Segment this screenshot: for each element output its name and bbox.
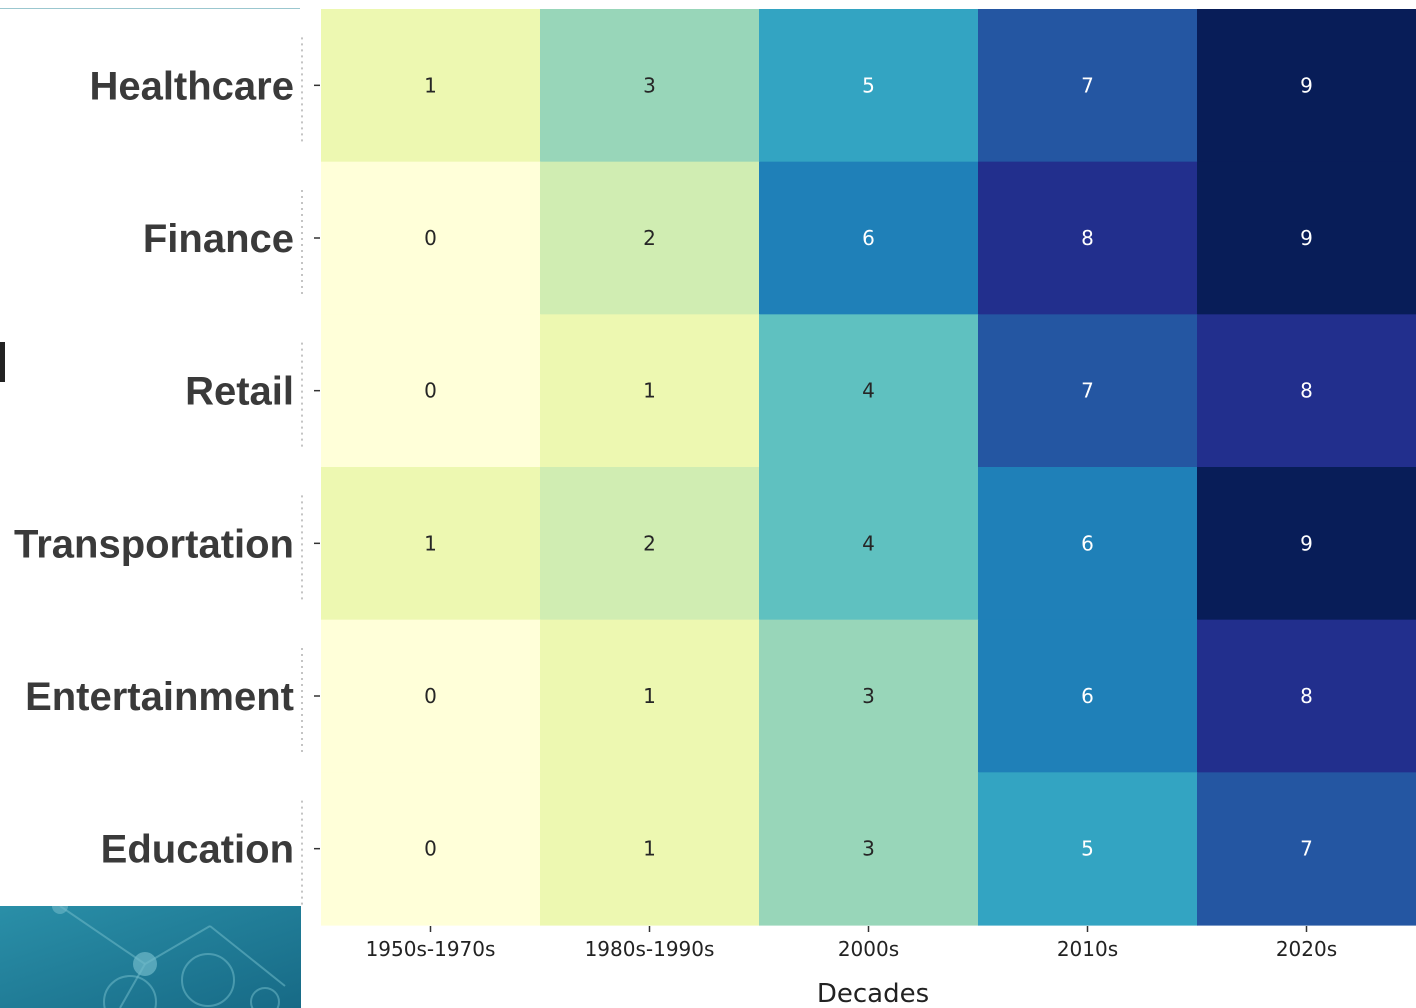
heatmap-cell: [540, 9, 760, 163]
heatmap-cell: [321, 467, 541, 621]
heatmap-cells: 1 3 5 7 9 0 2 6 8 9 0 1 4 7 8 1 2 4 6 9 0 1 3 6 8 0 1 3 5 7: [321, 9, 1416, 926]
cell-value-label: 6: [1081, 531, 1094, 555]
heatmap-cell: [759, 314, 979, 468]
cell-value-label: 6: [1081, 684, 1094, 708]
heatmap-cell: [759, 467, 979, 621]
x-axis-labels: 1950s-1970s 1980s-1990s 2000s 2010s 2020s: [366, 926, 1337, 961]
heatmap-cell: [321, 161, 541, 315]
cell-value-label: 9: [1300, 531, 1313, 555]
heatmap-cell: [1197, 9, 1416, 163]
x-tick-label: 2000s: [838, 937, 899, 961]
heatmap-cell: [759, 772, 979, 926]
y-tick-label: Retail: [185, 370, 294, 414]
x-tick-label: 1980s-1990s: [585, 937, 715, 961]
cell-value-label: 0: [424, 226, 437, 250]
network-graphic-icon: [0, 906, 301, 1008]
heatmap-cell: [759, 619, 979, 773]
y-tick-label: Education: [101, 828, 294, 872]
y-tick-label: Healthcare: [89, 64, 294, 108]
cell-value-label: 8: [1300, 684, 1313, 708]
cell-value-label: 4: [862, 379, 875, 403]
cell-value-label: 2: [643, 531, 656, 555]
left-edge-marker: [0, 342, 5, 382]
cell-value-label: 1: [643, 837, 656, 861]
cell-value-label: 8: [1081, 226, 1094, 250]
cell-value-label: 2: [643, 226, 656, 250]
heatmap-cell: [540, 314, 760, 468]
heatmap-cell: [759, 9, 979, 163]
heatmap-cell: [321, 772, 541, 926]
cell-value-label: 7: [1081, 73, 1094, 97]
y-tick-label: Transportation: [14, 522, 294, 566]
y-axis-labels: Healthcare Finance Retail Transportation Ent…: [14, 37, 320, 907]
heatmap-cell: [540, 467, 760, 621]
heatmap-cell: [540, 772, 760, 926]
heatmap-cell: [540, 161, 760, 315]
heatmap-cell: [978, 772, 1198, 926]
heatmap-cell: [978, 314, 1198, 468]
x-axis-title: Decades: [817, 979, 929, 1008]
heatmap-cell: [1197, 619, 1416, 773]
cell-value-label: 1: [643, 379, 656, 403]
heatmap-cell: [978, 9, 1198, 163]
cell-value-label: 7: [1300, 837, 1313, 861]
top-divider-line: [0, 8, 300, 9]
heatmap-cell: [1197, 161, 1416, 315]
cell-value-label: 4: [862, 531, 875, 555]
cell-value-label: 9: [1300, 226, 1313, 250]
cell-value-label: 3: [862, 837, 875, 861]
heatmap-cell: [759, 161, 979, 315]
heatmap-cell: [321, 9, 541, 163]
cell-value-label: 3: [643, 73, 656, 97]
heatmap-cell: [1197, 467, 1416, 621]
x-tick-label: 2020s: [1276, 937, 1337, 961]
cell-value-label: 8: [1300, 379, 1313, 403]
x-tick-label: 1950s-1970s: [366, 937, 496, 961]
heatmap-cell: [1197, 314, 1416, 468]
cell-value-label: 9: [1300, 73, 1313, 97]
cell-value-label: 0: [424, 837, 437, 861]
decorative-network-panel: [0, 906, 301, 1008]
heatmap-cell: [978, 161, 1198, 315]
y-tick-label: Finance: [143, 217, 294, 261]
y-tick-label: Entertainment: [25, 675, 294, 719]
heatmap-cell: [978, 619, 1198, 773]
cell-value-label: 3: [862, 684, 875, 708]
heatmap-cell: [1197, 772, 1416, 926]
heatmap-cell: [321, 314, 541, 468]
cell-value-label: 1: [424, 531, 437, 555]
x-tick-label: 2010s: [1057, 937, 1118, 961]
cell-value-label: 1: [424, 73, 437, 97]
cell-value-label: 6: [862, 226, 875, 250]
cell-value-label: 0: [424, 379, 437, 403]
heatmap-cell: [978, 467, 1198, 621]
heatmap-cell: [321, 619, 541, 773]
cell-value-label: 7: [1081, 379, 1094, 403]
cell-value-label: 0: [424, 684, 437, 708]
cell-value-label: 5: [1081, 837, 1094, 861]
cell-value-label: 5: [862, 73, 875, 97]
cell-value-label: 1: [643, 684, 656, 708]
heatmap-cell: [540, 619, 760, 773]
